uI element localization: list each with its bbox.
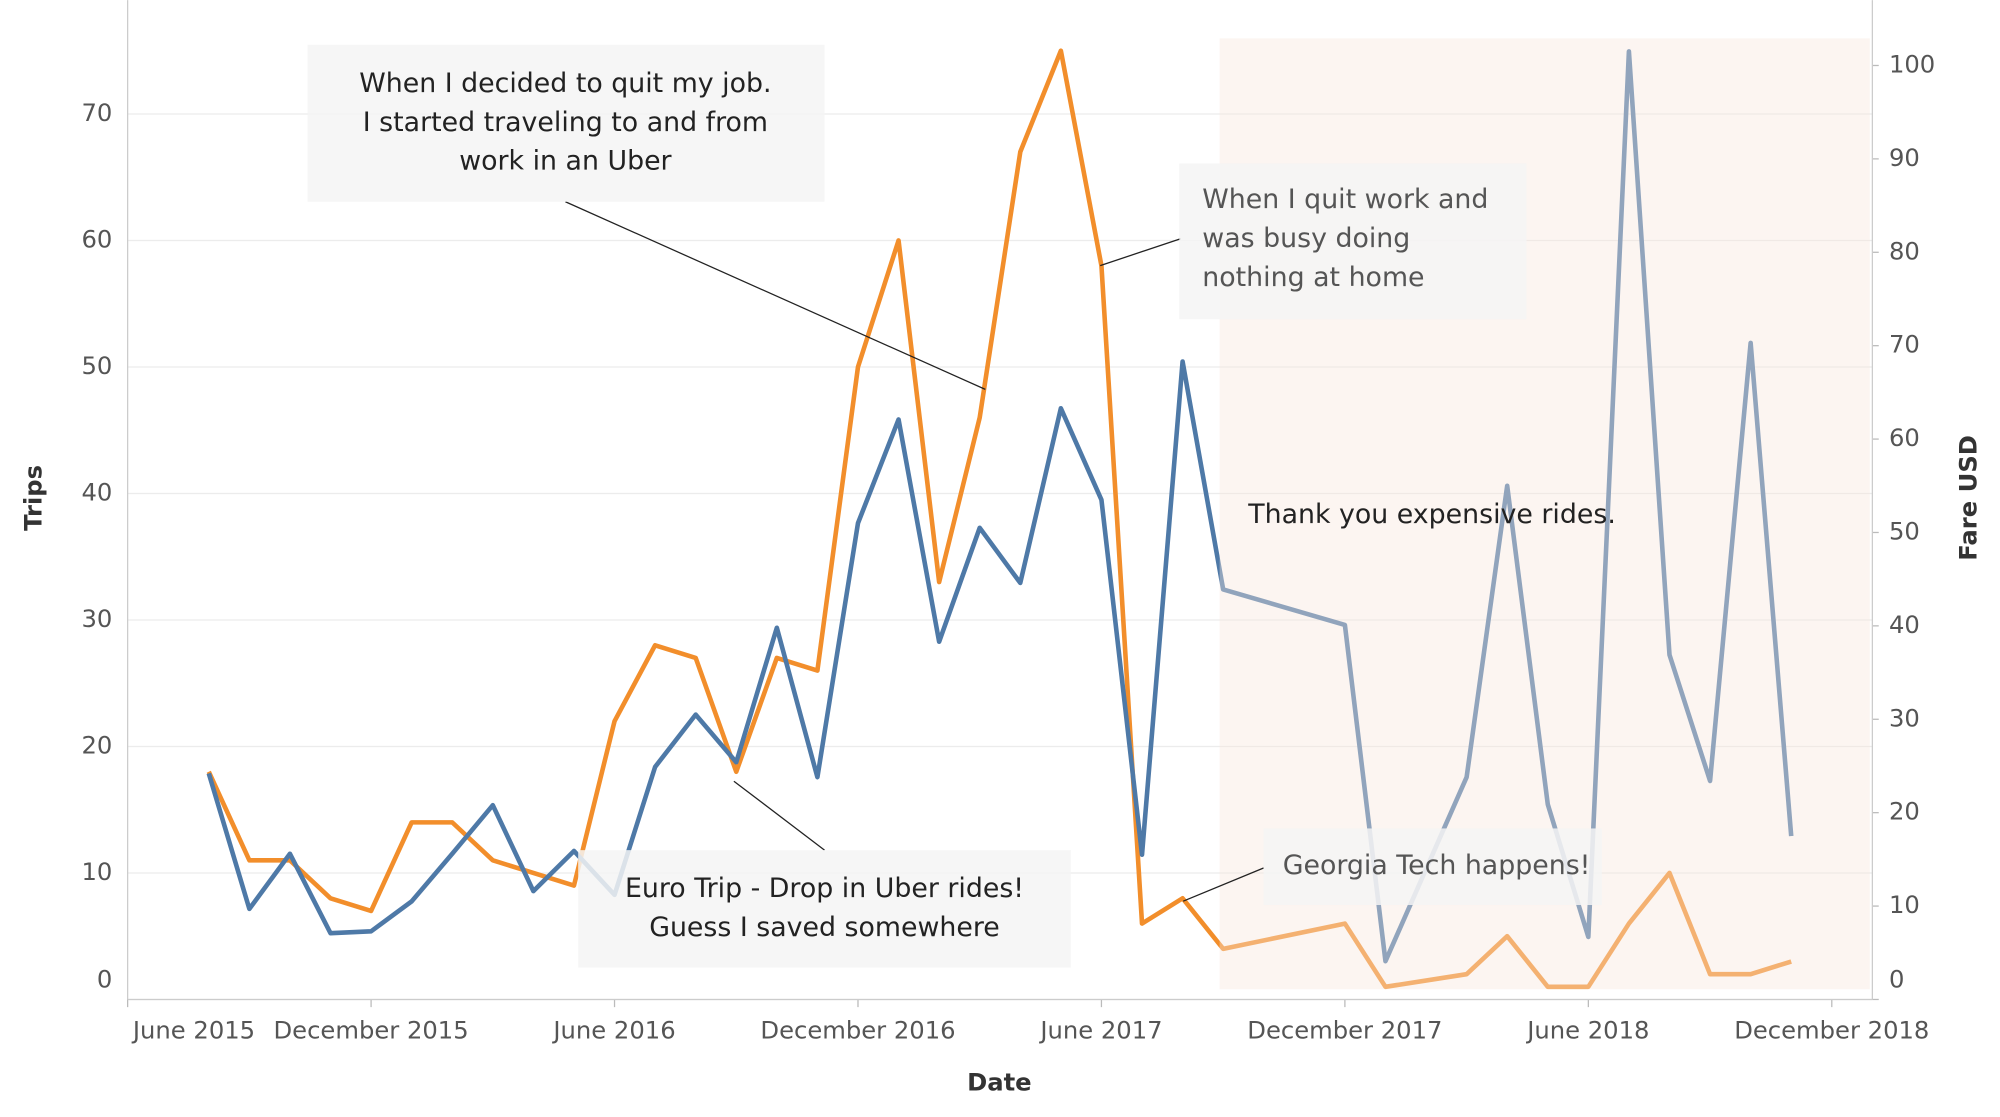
annotation-box — [307, 44, 825, 202]
y-tick-label: 20 — [81, 730, 112, 759]
y2-axis-title: Fare USD — [1953, 435, 1982, 561]
y-tick-label: 30 — [81, 604, 112, 633]
x-tick-label: June 2018 — [1525, 1015, 1649, 1044]
annotation-box — [1263, 828, 1602, 906]
y-tick-label: 0 — [97, 964, 112, 993]
x-tick-label: December 2016 — [760, 1015, 955, 1044]
y2-tick-label: 80 — [1889, 236, 1920, 265]
y-tick-label: 40 — [81, 477, 112, 506]
x-tick-label: December 2015 — [273, 1015, 468, 1044]
y2-tick-label: 40 — [1889, 610, 1920, 639]
annotation-box — [578, 850, 1071, 968]
y2-tick-label: 60 — [1889, 423, 1920, 452]
series-line — [206, 49, 1794, 964]
x-axis-title: Date — [967, 1068, 1032, 1097]
annotation-box — [1179, 163, 1527, 320]
y2-tick-label: 30 — [1889, 703, 1920, 732]
annotation-text: Euro Trip - Drop in Uber rides! — [625, 873, 1024, 904]
y-axis-title: Trips — [18, 465, 47, 531]
annotation-text: Guess I saved somewhere — [649, 912, 1000, 943]
x-tick-label: June 2015 — [131, 1015, 255, 1044]
x-tick-label: December 2018 — [1734, 1015, 1929, 1044]
x-tick-label: December 2017 — [1247, 1015, 1442, 1044]
y2-tick-label: 100 — [1889, 49, 1935, 78]
annotation-line — [1099, 238, 1181, 267]
y-tick-label: 60 — [81, 224, 112, 253]
y2-tick-label: 50 — [1889, 516, 1920, 545]
annotation-text: When I decided to quit my job. — [359, 68, 771, 99]
series-line — [206, 48, 1792, 990]
y2-tick-label: 90 — [1889, 143, 1920, 172]
annotation-text: work in an Uber — [459, 146, 672, 177]
annotation-line — [733, 780, 825, 851]
x-tick-label: June 2016 — [551, 1015, 675, 1044]
annotation-text: When I quit work and — [1202, 184, 1488, 215]
y2-tick-label: 20 — [1889, 797, 1920, 826]
annotation-text: was busy doing — [1202, 223, 1410, 254]
annotation-text: Georgia Tech happens! — [1283, 850, 1591, 881]
annotation-text: Thank you expensive rides. — [1247, 499, 1616, 530]
annotation-text: nothing at home — [1202, 262, 1424, 293]
annotation-line — [565, 201, 986, 390]
y2-tick-label: 0 — [1889, 964, 1904, 993]
annotation-text: I started traveling to and from — [363, 107, 768, 138]
y-tick-label: 10 — [81, 857, 112, 886]
y-tick-label: 50 — [81, 351, 112, 380]
y-tick-label: 70 — [81, 98, 112, 127]
y2-tick-label: 10 — [1889, 890, 1920, 919]
annotation-line — [1182, 867, 1264, 902]
x-tick-label: June 2017 — [1038, 1015, 1162, 1044]
y2-tick-label: 70 — [1889, 330, 1920, 359]
